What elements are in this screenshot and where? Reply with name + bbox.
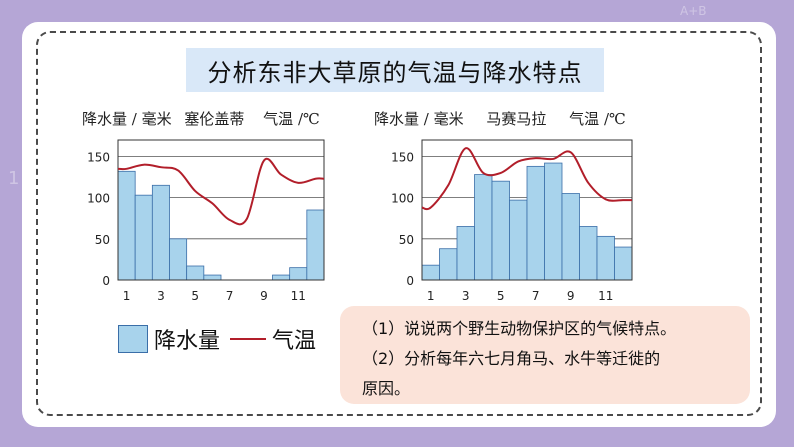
legend: 降水量 气温 (118, 322, 316, 356)
legend-temp-swatch (230, 338, 267, 340)
chart1-precip-bar (289, 267, 308, 281)
chart1-ytick-label: 0 (102, 274, 110, 288)
chart2-xtick-label: 1 (427, 289, 435, 303)
chart1-precip-bar (186, 265, 205, 281)
chart2-temp-line (421, 147, 633, 211)
chart2-precip-bar (561, 193, 580, 281)
question-2-cont: 原因。 (362, 379, 411, 398)
chart1-precip-bar (134, 194, 153, 281)
chart2-precip-bar (491, 180, 510, 281)
chart1-precip-bar (151, 184, 170, 281)
chart2-precip-bar (544, 162, 563, 281)
chart2-plot-frame (421, 139, 633, 281)
chart1-header: 降水量 / 毫米 塞伦盖蒂 气温 /℃ (82, 108, 320, 129)
chart1-xtick-label: 5 (191, 289, 199, 303)
chart2-xtick-label: 5 (497, 289, 505, 303)
chart2-precip-bar (456, 226, 475, 281)
chart1-left-label: 降水量 / 毫米 (82, 110, 172, 128)
chart2-precip-bar (579, 226, 598, 281)
chart1-xtick-label: 7 (226, 289, 234, 303)
chart2-precip-bar (614, 246, 633, 281)
chart1-ytick-label: 50 (95, 233, 110, 247)
chart1-precip-bar (169, 238, 188, 281)
page-title: 分析东非大草原的气温与降水特点 (186, 48, 604, 92)
chart2-xtick-label: 3 (462, 289, 470, 303)
chart1-precip-bar (272, 274, 291, 281)
chart1-precip-bar (306, 209, 325, 281)
chart2-ytick-label: 100 (391, 192, 414, 206)
chart1-precip-bar (117, 170, 136, 281)
chart1-precip-bar (203, 274, 222, 281)
chart1-ytick-label: 100 (87, 192, 110, 206)
chart2-right-label: 气温 /℃ (569, 110, 626, 128)
chart2-left-label: 降水量 / 毫米 (374, 110, 464, 128)
question-1: （1）说说两个野生动物保护区的气候特点。 (362, 319, 677, 338)
chart1-xtick-label: 3 (157, 289, 165, 303)
chart2-ytick-label: 50 (399, 233, 414, 247)
chart2-precip-bar (526, 165, 545, 281)
chart1-temp-line (117, 157, 325, 226)
chart2-precip-bar (509, 199, 528, 281)
chart1-plot-frame (117, 139, 325, 281)
question-2: （2）分析每年六七月角马、水牛等迁徙的 (362, 349, 661, 368)
chart1-xtick-label: 9 (260, 289, 268, 303)
chart1-xtick-label: 1 (123, 289, 131, 303)
chart2-precip-bar (439, 248, 458, 281)
chart2-station: 马赛马拉 (486, 110, 547, 128)
chart2-precip-bar (596, 235, 615, 281)
chart1-right-label: 气温 /℃ (263, 110, 320, 128)
chart2-xtick-label: 9 (567, 289, 575, 303)
chart2-header: 降水量 / 毫米 马赛马拉 气温 /℃ (374, 108, 626, 129)
chart2-ytick-label: 150 (391, 150, 414, 164)
chart2-precip-bar (474, 174, 493, 281)
legend-precip-label: 降水量 (154, 329, 221, 354)
decor-text-ab: A+B (680, 4, 707, 18)
chart2-xtick-label: 11 (598, 289, 613, 303)
question-box: （1）说说两个野生动物保护区的气候特点。 （2）分析每年六七月角马、水牛等迁徙的… (340, 306, 750, 404)
chart1-station: 塞伦盖蒂 (184, 110, 245, 128)
chart2-ytick-label: 0 (406, 274, 414, 288)
legend-temp-label: 气温 (272, 329, 317, 354)
chart2-precip-bar (421, 264, 440, 281)
chart1-ytick-label: 150 (87, 150, 110, 164)
legend-precip-swatch (118, 325, 148, 353)
dashed-frame (36, 31, 762, 416)
chart1-xtick-label: 11 (291, 289, 306, 303)
decor-text-one: 1 (8, 168, 20, 189)
chart2-xtick-label: 7 (532, 289, 540, 303)
